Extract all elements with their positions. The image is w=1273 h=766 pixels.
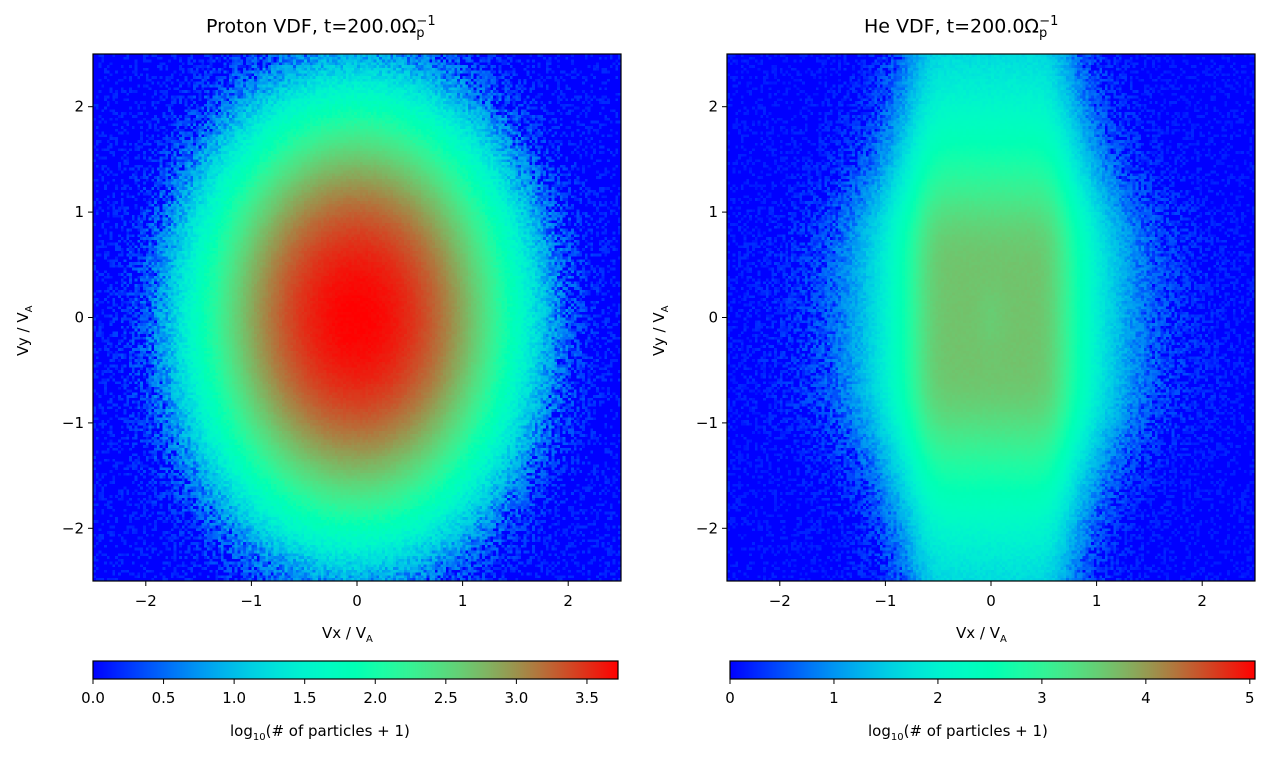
he-y-axis-label: Vy / VA xyxy=(650,306,671,356)
proton-colorbar-tick-label: 2.0 xyxy=(363,689,387,707)
he-y-tick-label: −2 xyxy=(696,519,718,537)
he-colorbar-tick-label: 2 xyxy=(933,689,943,707)
he-colorbar-tick-label: 1 xyxy=(829,689,839,707)
he-xlabel-sub: A xyxy=(1000,634,1007,645)
he-y-tick-label: 1 xyxy=(708,203,718,221)
he-title-sup: −1 xyxy=(1039,14,1059,29)
proton-y-tick-label: −1 xyxy=(62,414,84,432)
proton-title-text: Proton VDF, t=200.0Ω xyxy=(206,15,417,38)
proton-title-sup: −1 xyxy=(416,14,436,29)
he-x-tick-label: 0 xyxy=(986,592,996,610)
he-title-sub: p xyxy=(1038,26,1048,42)
proton-x-tick-label: −1 xyxy=(240,592,262,610)
he-x-tick-label: −2 xyxy=(769,592,791,610)
proton-y-tick-label: 1 xyxy=(74,203,84,221)
he-x-axis-label: Vx / VA xyxy=(956,624,1007,645)
he-colorbar-tick-label: 4 xyxy=(1141,689,1151,707)
he-ylabel-main: Vy / V xyxy=(650,312,668,356)
proton-x-tick-label: 2 xyxy=(563,592,573,610)
proton-cb-label-pre: log xyxy=(230,722,253,740)
he-colorbar-tick-label: 0 xyxy=(725,689,735,707)
he-x-tick-label: 2 xyxy=(1197,592,1207,610)
proton-x-tick-label: 1 xyxy=(458,592,468,610)
proton-y-tick-label: 0 xyxy=(74,309,84,327)
he-cb-label-post: (# of particles + 1) xyxy=(903,722,1048,740)
proton-xlabel-sub: A xyxy=(366,634,373,645)
proton-x-tick-label: 0 xyxy=(352,592,362,610)
he-cb-label-pre: log xyxy=(868,722,891,740)
proton-colorbar-tick-label: 0.5 xyxy=(152,689,176,707)
proton-colorbar-tick-label: 1.0 xyxy=(222,689,246,707)
proton-colorbar-tick-label: 3.5 xyxy=(575,689,599,707)
he-heatmap-image xyxy=(727,54,1255,581)
he-y-tick-label: 2 xyxy=(708,98,718,116)
he-ylabel-sub: A xyxy=(660,305,671,313)
proton-colorbar-tick-label: 2.5 xyxy=(434,689,458,707)
proton-y-tick-label: −2 xyxy=(62,519,84,537)
he-x-tick-label: 1 xyxy=(1092,592,1102,610)
he-xlabel-main: Vx / V xyxy=(956,624,1000,642)
he-colorbar-tick-label: 5 xyxy=(1245,689,1255,707)
proton-colorbar-tick-label: 1.5 xyxy=(293,689,317,707)
proton-colorbar-tick-label: 3.0 xyxy=(504,689,528,707)
he-colorbar-label: log10(# of particles + 1) xyxy=(868,722,1048,743)
proton-cb-label-post: (# of particles + 1) xyxy=(265,722,410,740)
he-cb-label-sub: 10 xyxy=(890,732,904,743)
proton-y-tick-label: 2 xyxy=(74,98,84,116)
he-colorbar-tick-label: 3 xyxy=(1037,689,1047,707)
he-chart-title: He VDF, t=200.0Ωp−1 xyxy=(864,14,1058,41)
proton-x-axis-label: Vx / VA xyxy=(322,624,373,645)
proton-x-tick-label: −2 xyxy=(135,592,157,610)
proton-chart-title: Proton VDF, t=200.0Ωp−1 xyxy=(206,14,436,41)
proton-colorbar xyxy=(92,660,619,680)
proton-colorbar-tick-label: 0.0 xyxy=(81,689,105,707)
proton-heatmap-image xyxy=(93,54,621,581)
proton-y-axis-label: Vy / VA xyxy=(14,306,35,356)
proton-ylabel-main: Vy / V xyxy=(14,312,32,356)
he-title-text: He VDF, t=200.0Ω xyxy=(864,15,1039,38)
he-x-tick-label: −1 xyxy=(874,592,896,610)
proton-title-sub: p xyxy=(416,26,425,42)
proton-xlabel-main: Vx / V xyxy=(322,624,366,642)
he-y-tick-label: 0 xyxy=(708,309,718,327)
proton-colorbar-label: log10(# of particles + 1) xyxy=(230,722,410,743)
he-y-tick-label: −1 xyxy=(696,414,718,432)
he-colorbar xyxy=(729,660,1256,680)
proton-cb-label-sub: 10 xyxy=(252,732,266,743)
proton-ylabel-sub: A xyxy=(24,305,35,313)
